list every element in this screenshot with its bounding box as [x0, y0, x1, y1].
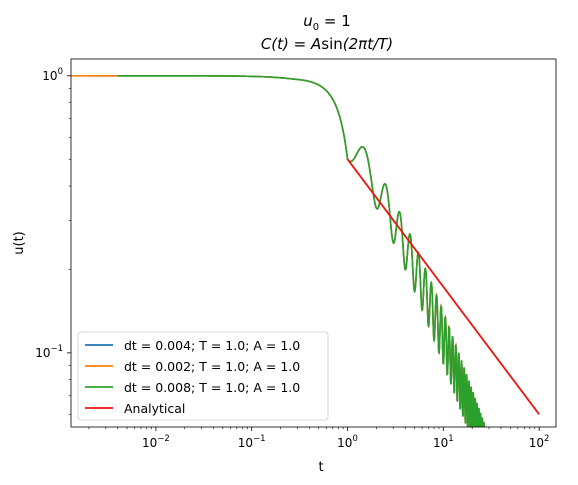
y-tick-label-1: 100 [42, 67, 63, 83]
chart-title-line1: u0 = 1 [303, 12, 351, 33]
x-tick-label-3: 101 [433, 434, 454, 450]
x-tick-label-1: 10−1 [238, 434, 266, 450]
series-line-3 [117, 75, 487, 427]
legend: dt = 0.004; T = 1.0; A = 1.0 dt = 0.002;… [77, 331, 329, 421]
legend-label-4: Analytical [124, 401, 185, 416]
x-axis-label: t [318, 460, 323, 475]
y-axis-label: u(t) [12, 231, 27, 254]
chart-title-line2: C(t) = Asin(2πt/T) [261, 35, 393, 53]
legend-label-1: dt = 0.004; T = 1.0; A = 1.0 [124, 338, 300, 353]
x-tick-label-4: 102 [529, 434, 550, 450]
series-layer [71, 75, 540, 427]
legend-label-2: dt = 0.002; T = 1.0; A = 1.0 [124, 359, 300, 374]
x-axis: 10−2 10−1 100 101 102 [88, 427, 550, 450]
y-tick-label-0: 10−1 [35, 344, 63, 360]
axes-frame [70, 58, 557, 428]
y-axis: 10−1 100 [35, 67, 71, 415]
x-tick-label-2: 100 [337, 434, 358, 450]
x-tick-label-0: 10−2 [142, 434, 170, 450]
series-line-analytical [346, 158, 540, 415]
legend-label-3: dt = 0.008; T = 1.0; A = 1.0 [124, 380, 300, 395]
legend-box [77, 331, 329, 421]
